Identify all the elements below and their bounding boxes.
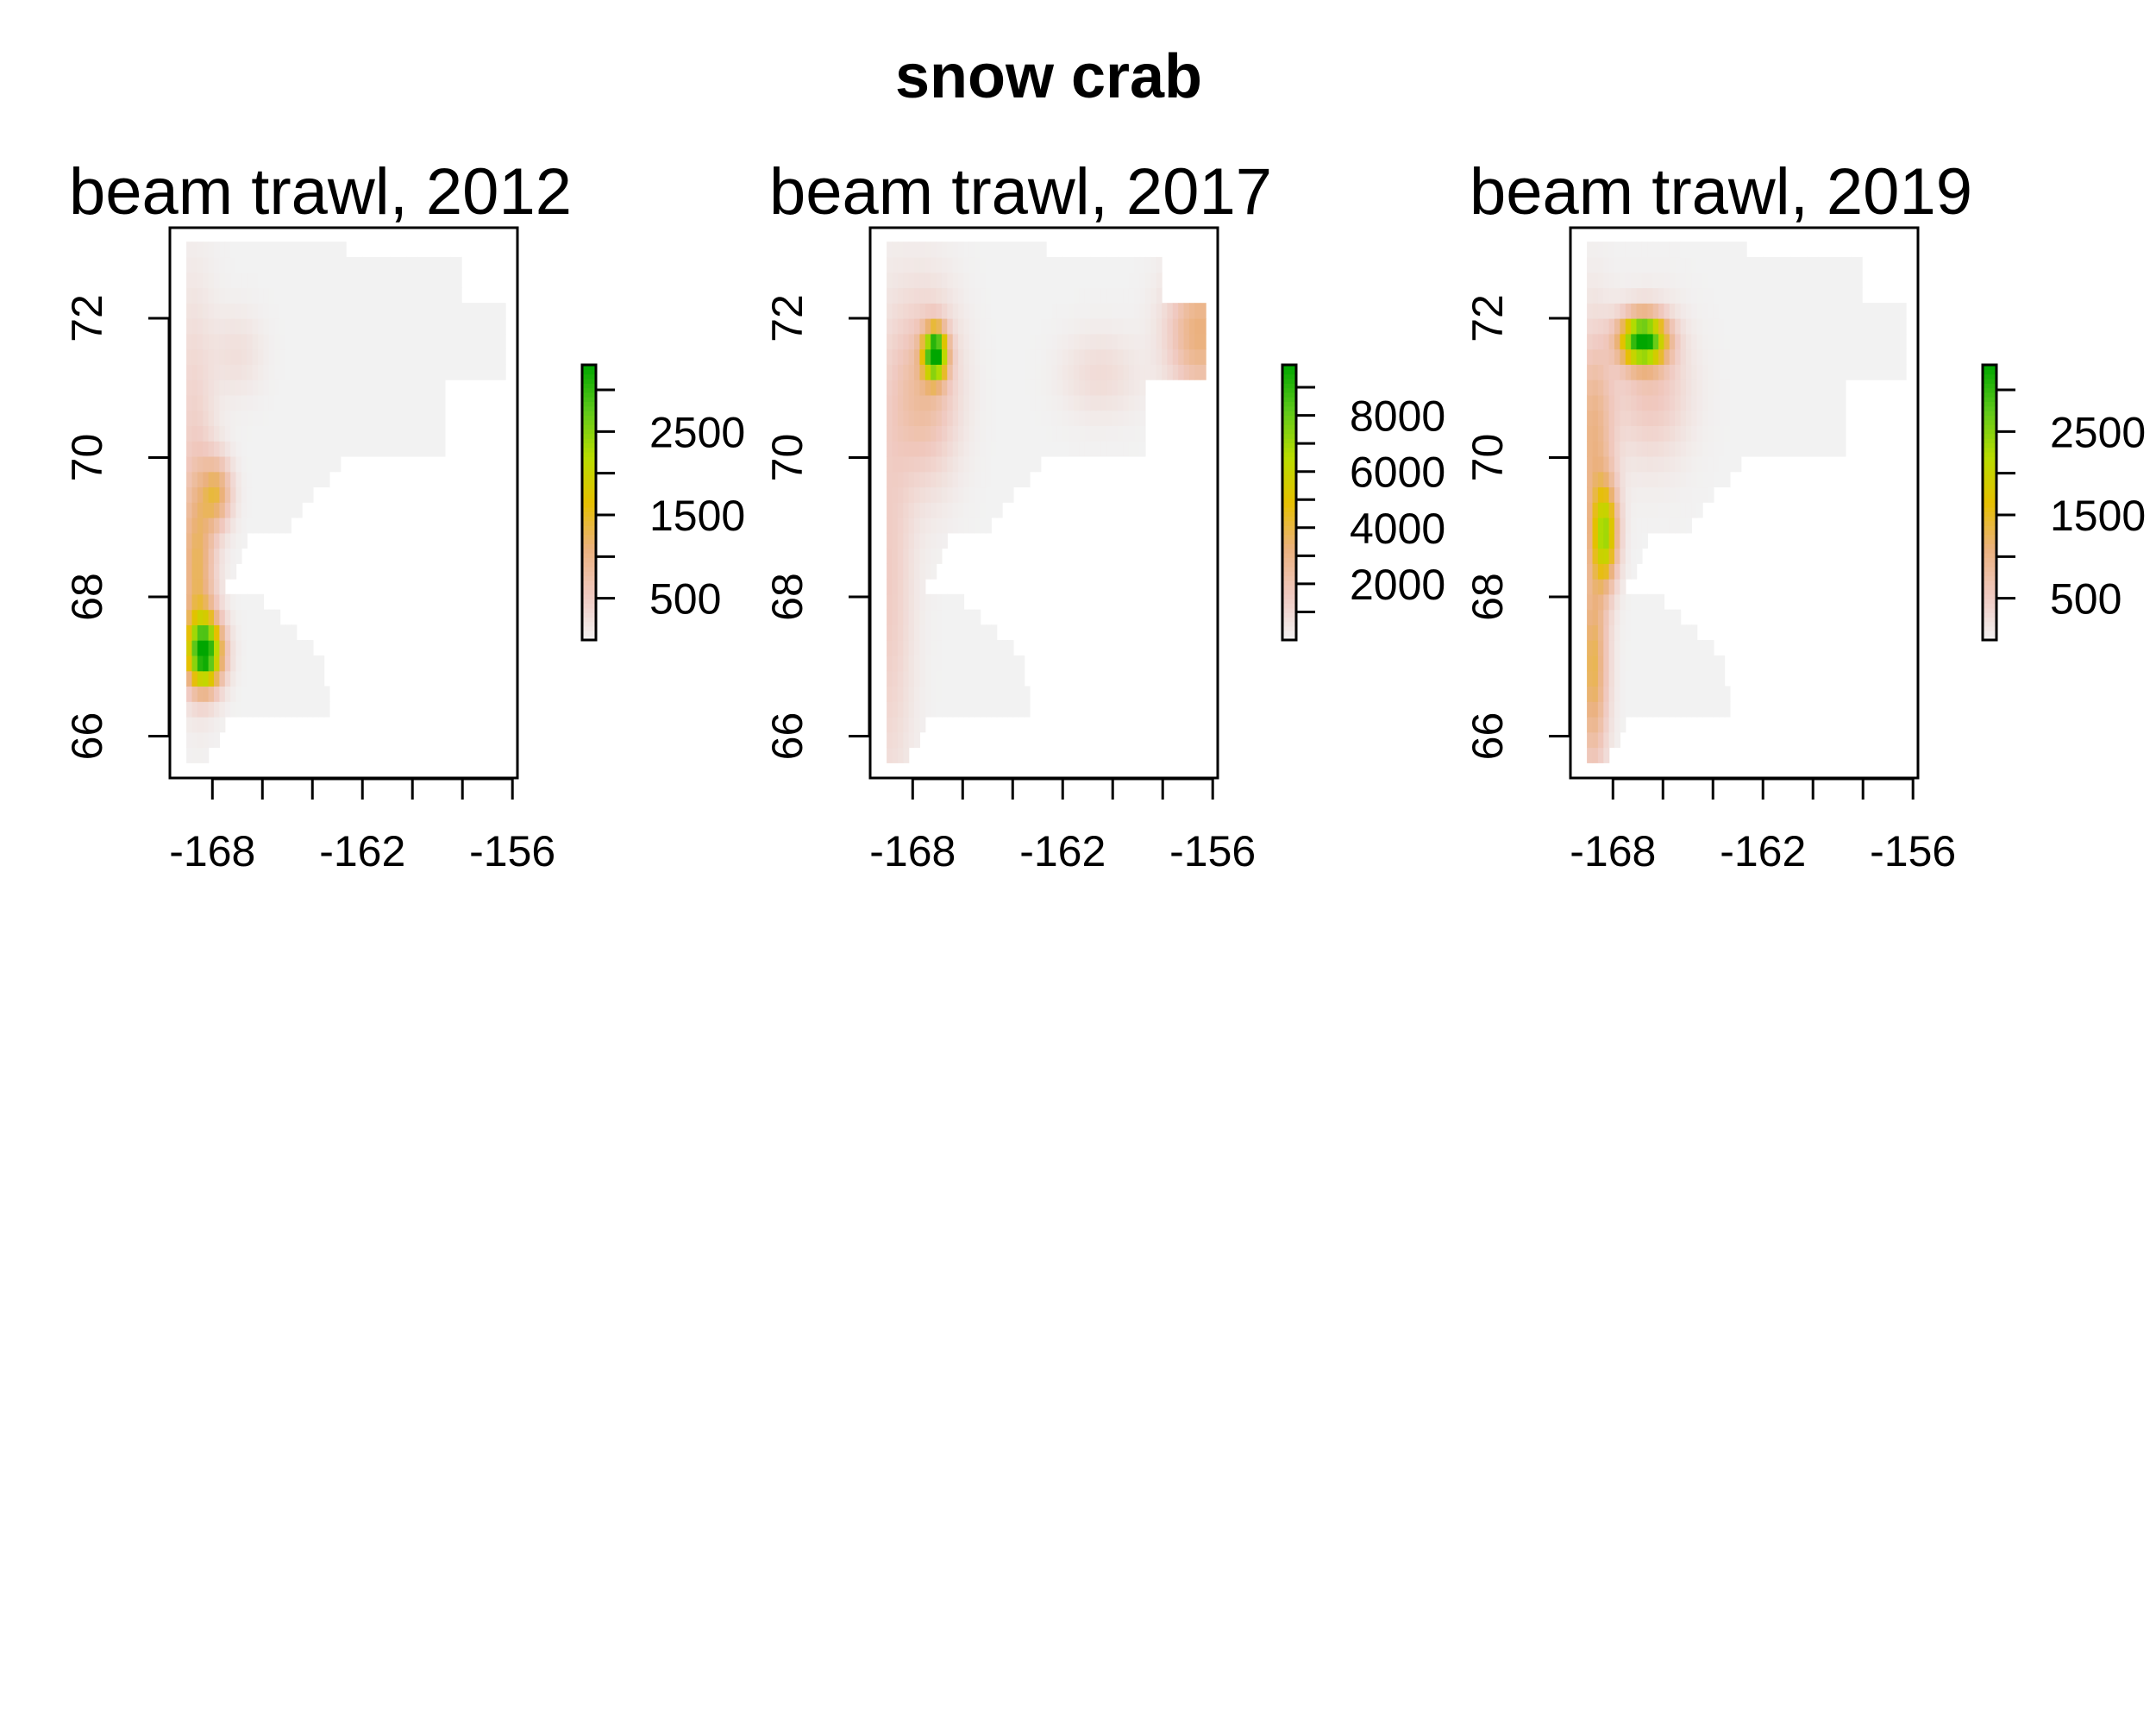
x-tick-label: -168 — [169, 827, 255, 875]
legend-frame — [580, 363, 598, 642]
y-tick-label: 70 — [763, 434, 812, 482]
color-legend: 500 1500 2500 — [580, 363, 745, 642]
legend-tick-label: 4000 — [1350, 505, 1445, 553]
legend-tick-label: 2500 — [2050, 408, 2146, 456]
y-tick-label: 70 — [1463, 434, 1512, 482]
legend-tick-label: 500 — [2050, 575, 2122, 624]
x-tick-label: -168 — [1570, 827, 1656, 875]
panel-2: beam trawl, 2017 -168 -162 -156 66 68 70 72 2000… — [763, 155, 1445, 875]
panel-title: beam trawl, 2017 — [769, 155, 1272, 229]
panel-title: beam trawl, 2019 — [1470, 155, 1972, 229]
y-tick-label: 66 — [763, 712, 812, 761]
legend-tick-label: 500 — [649, 575, 721, 624]
figure-title: snow crab — [895, 42, 1202, 111]
legend-tick-label: 2500 — [649, 408, 745, 456]
x-tick-label: -162 — [319, 827, 405, 875]
x-axis: -168 -162 -156 — [869, 777, 1256, 875]
heatmap-raster — [186, 242, 506, 763]
y-axis: 66 68 70 72 — [1463, 294, 1571, 761]
x-axis: -168 -162 -156 — [1570, 777, 1956, 875]
x-tick-label: -162 — [1019, 827, 1106, 875]
legend-tick-label: 1500 — [2050, 492, 2146, 540]
y-tick-label: 70 — [63, 434, 111, 482]
legend-frame — [1281, 363, 1298, 642]
y-tick-label: 68 — [1463, 573, 1512, 621]
y-tick-label: 72 — [63, 294, 111, 342]
legend-frame — [1981, 363, 1998, 642]
x-axis: -168 -162 -156 — [169, 777, 555, 875]
y-tick-label: 68 — [63, 573, 111, 621]
panels: beam trawl, 2012 -168 -162 -156 66 68 70 72 500 1… — [63, 155, 2146, 875]
y-tick-label: 66 — [1463, 712, 1512, 761]
legend-tick-label: 1500 — [649, 492, 745, 540]
y-tick-label: 68 — [763, 573, 812, 621]
legend-tick-label: 2000 — [1350, 561, 1445, 609]
color-legend: 500 1500 2500 — [1981, 363, 2146, 642]
panel-3: beam trawl, 2019 -168 -162 -156 66 68 70 72 500 1… — [1463, 155, 2146, 875]
panel-title: beam trawl, 2012 — [69, 155, 572, 229]
y-tick-label: 72 — [763, 294, 812, 342]
x-tick-label: -156 — [1870, 827, 1956, 875]
legend-tick-label: 6000 — [1350, 448, 1445, 497]
heatmap-raster — [887, 242, 1206, 763]
heatmap-raster — [1587, 242, 1907, 763]
legend-tick-label: 8000 — [1350, 392, 1445, 441]
x-tick-label: -156 — [469, 827, 555, 875]
x-tick-label: -168 — [869, 827, 956, 875]
y-tick-label: 72 — [1463, 294, 1512, 342]
color-legend: 2000 4000 6000 8000 — [1281, 363, 1445, 642]
x-tick-label: -156 — [1169, 827, 1256, 875]
y-axis: 66 68 70 72 — [763, 294, 871, 761]
x-tick-label: -162 — [1720, 827, 1806, 875]
y-tick-label: 66 — [63, 712, 111, 761]
panel-1: beam trawl, 2012 -168 -162 -156 66 68 70 72 500 1… — [63, 155, 745, 875]
y-axis: 66 68 70 72 — [63, 294, 171, 761]
